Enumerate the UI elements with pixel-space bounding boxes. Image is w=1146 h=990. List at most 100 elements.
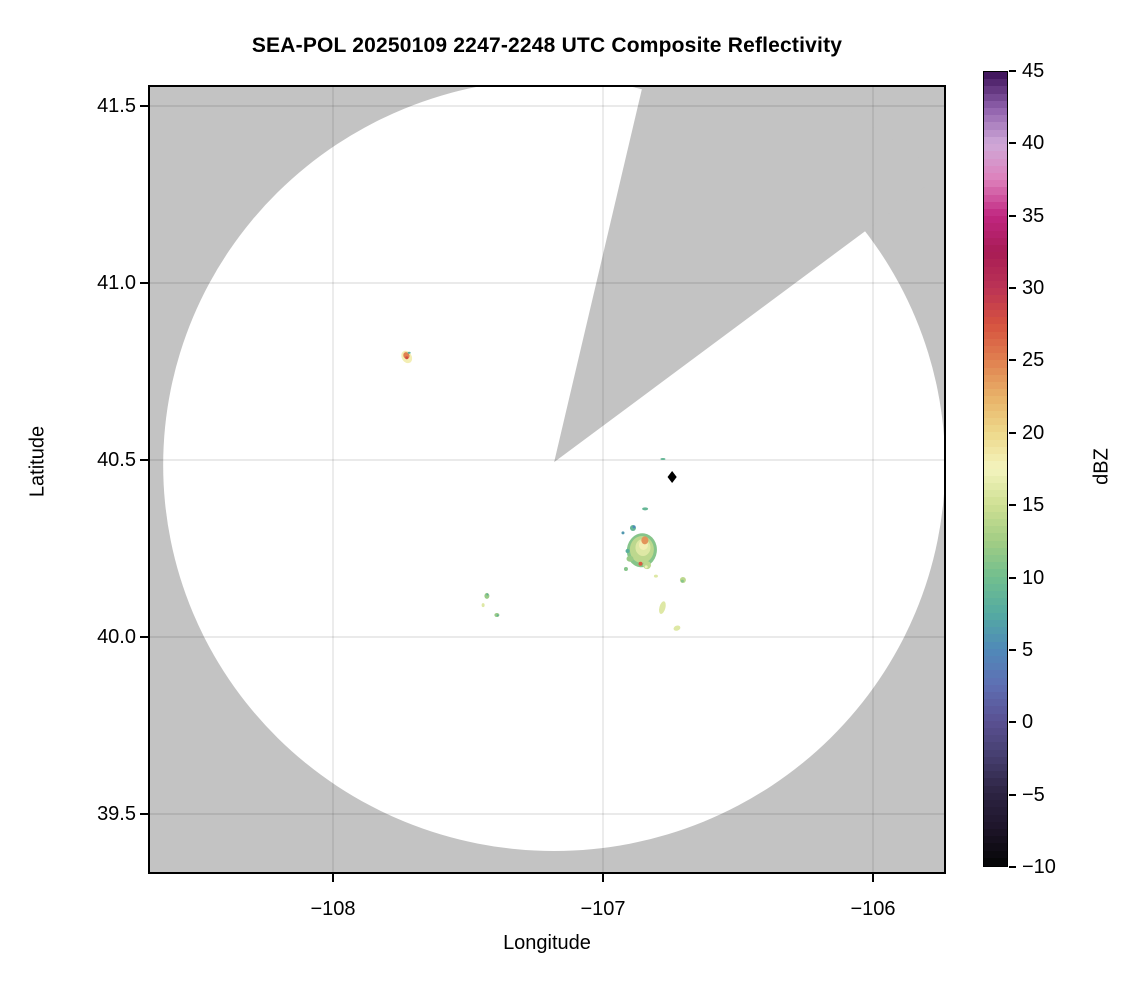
colorbar-tick-mark <box>1009 70 1016 72</box>
colorbar-tick-label: −10 <box>1022 856 1056 878</box>
colorbar-band <box>984 281 1007 289</box>
colorbar-band <box>984 475 1007 484</box>
colorbar-band <box>984 331 1007 340</box>
colorbar-band <box>984 136 1007 145</box>
colorbar-band <box>984 569 1007 578</box>
x-tick-label: −106 <box>850 898 896 920</box>
colorbar-tick-label: 35 <box>1022 204 1045 227</box>
colorbar-band <box>984 836 1007 844</box>
colorbar-band <box>984 396 1007 405</box>
y-tick-label: 39.5 <box>97 803 136 825</box>
radar-echo <box>641 536 649 545</box>
colorbar-band <box>984 230 1007 239</box>
radar-echo <box>405 356 409 360</box>
colorbar-band <box>984 713 1007 722</box>
colorbar-band <box>984 295 1007 304</box>
colorbar-band <box>984 583 1007 592</box>
colorbar-band <box>984 691 1007 700</box>
colorbar-band <box>984 526 1007 534</box>
colorbar-band <box>984 857 1007 866</box>
colorbar-band <box>984 627 1007 635</box>
colorbar-tick-mark <box>1009 359 1016 362</box>
colorbar-tick-label: 10 <box>1022 566 1045 589</box>
colorbar-tick-mark <box>1009 214 1016 217</box>
x-tick-label: −107 <box>580 898 626 920</box>
colorbar-band <box>984 504 1007 513</box>
radar-echo <box>632 525 636 529</box>
colorbar-band <box>984 555 1007 563</box>
colorbar-band <box>984 807 1007 816</box>
colorbar-band <box>984 410 1007 419</box>
colorbar-band <box>984 850 1007 859</box>
colorbar-band <box>984 785 1007 794</box>
colorbar-band <box>984 800 1007 808</box>
colorbar-band <box>984 792 1007 801</box>
colorbar-band <box>984 180 1007 188</box>
x-tick-mark <box>872 874 874 882</box>
colorbar-tick-label: −5 <box>1022 783 1045 806</box>
y-tick-mark <box>140 636 148 638</box>
colorbar-band <box>984 425 1007 434</box>
y-tick-mark <box>140 459 148 461</box>
colorbar-band <box>984 663 1007 671</box>
colorbar-band <box>984 338 1007 347</box>
radar-echo <box>653 574 658 578</box>
blocked-sector-wedge <box>554 85 943 463</box>
colorbar-band <box>984 93 1007 102</box>
y-tick-mark <box>140 282 148 284</box>
colorbar-band <box>984 699 1007 707</box>
radar-echo <box>407 351 411 354</box>
colorbar-band <box>984 353 1007 361</box>
colorbar-band <box>984 381 1007 390</box>
colorbar-band <box>984 367 1007 376</box>
colorbar-band <box>984 742 1007 751</box>
colorbar-band <box>984 208 1007 217</box>
x-tick-label: −108 <box>310 898 356 920</box>
colorbar-band <box>984 490 1007 498</box>
colorbar-band <box>984 612 1007 621</box>
colorbar-tick-mark <box>1009 504 1016 507</box>
colorbar-band <box>984 764 1007 772</box>
colorbar-band <box>984 828 1007 837</box>
radar-echo <box>623 567 628 572</box>
colorbar-band <box>984 345 1007 354</box>
colorbar-band <box>984 194 1007 203</box>
colorbar-band <box>984 518 1007 527</box>
radar-echo <box>481 603 485 608</box>
colorbar-band <box>984 237 1007 246</box>
colorbar-band <box>984 187 1007 196</box>
site-marker-diamond <box>667 470 677 483</box>
page-title: SEA-POL 20250109 2247-2248 UTC Composite… <box>251 34 843 57</box>
y-tick-mark <box>140 105 148 107</box>
y-tick-label: 41.0 <box>97 272 136 294</box>
colorbar-band <box>984 201 1007 210</box>
colorbar-band <box>984 389 1007 397</box>
colorbar-band <box>984 591 1007 599</box>
colorbar-band <box>984 533 1007 542</box>
colorbar-band <box>984 728 1007 736</box>
colorbar-band <box>984 821 1007 830</box>
colorbar-band <box>984 245 1007 253</box>
radar-echo <box>673 625 681 631</box>
colorbar-band <box>984 619 1007 628</box>
colorbar-band <box>984 648 1007 657</box>
colorbar-tick-mark <box>1009 793 1016 796</box>
radar-echo <box>644 565 648 569</box>
radar-echo <box>626 555 634 562</box>
colorbar-tick-mark <box>1009 142 1016 145</box>
colorbar-band <box>984 540 1007 549</box>
colorbar-band <box>984 360 1007 369</box>
colorbar-band <box>984 706 1007 715</box>
colorbar-band <box>984 771 1007 780</box>
colorbar-band <box>984 562 1007 570</box>
colorbar-tick-mark <box>1009 648 1016 651</box>
colorbar-band <box>984 576 1007 585</box>
colorbar <box>983 71 1008 867</box>
radar-echo <box>660 457 666 460</box>
colorbar-band <box>984 72 1007 80</box>
colorbar-band <box>984 165 1007 174</box>
colorbar-band <box>984 86 1007 95</box>
colorbar-band <box>984 511 1007 520</box>
colorbar-tick-label: 20 <box>1022 421 1045 444</box>
y-tick-label: 40.0 <box>97 626 136 648</box>
